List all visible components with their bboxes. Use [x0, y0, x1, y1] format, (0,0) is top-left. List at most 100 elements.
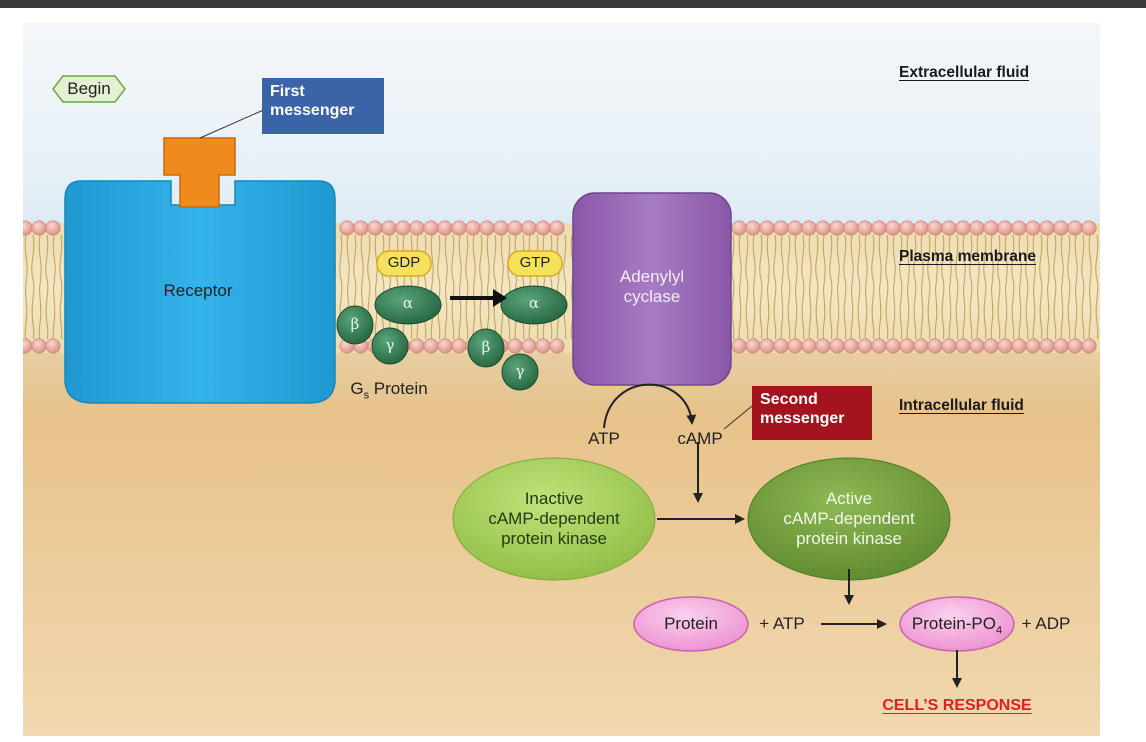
phospholipid-head — [465, 220, 481, 236]
phospholipid-head — [997, 220, 1013, 236]
cells-response-label: CELL’S RESPONSE — [882, 697, 1032, 714]
phospholipid-head — [773, 220, 789, 236]
phospholipid-head — [409, 338, 425, 354]
phospholipid-head — [45, 220, 61, 236]
phospholipid-head — [857, 220, 873, 236]
phospholipid-head — [1067, 220, 1083, 236]
phospholipid-head — [759, 220, 775, 236]
phospholipid-head — [353, 220, 369, 236]
alpha-subunit-active-label: α — [528, 294, 540, 312]
phospholipid-head — [479, 220, 495, 236]
phospholipid-head — [927, 220, 943, 236]
active-line1: Active — [825, 489, 873, 508]
adenylyl-line2: cyclase — [623, 287, 681, 306]
plus-adp-label: + ADP — [1021, 614, 1071, 633]
phospholipid-head — [367, 220, 383, 236]
g-protein-active — [467, 250, 568, 391]
phospholipid-head — [829, 338, 845, 354]
phospholipid-head — [1025, 220, 1041, 236]
phospholipid-head — [983, 338, 999, 354]
phospholipid-head — [1053, 338, 1069, 354]
phospholipid-head — [31, 338, 47, 354]
active-line2: cAMP-dependent — [783, 509, 915, 528]
g-protein-inactive — [336, 250, 442, 365]
begin-label[interactable]: Begin — [67, 79, 111, 98]
phospholipid-head — [423, 338, 439, 354]
gs-sub: s — [363, 389, 370, 402]
phospholipid-head — [1025, 338, 1041, 354]
protein — [633, 596, 749, 652]
phospholipid-head — [731, 338, 747, 354]
phospholipid-head — [871, 338, 887, 354]
phospholipid-head — [955, 338, 971, 354]
phospholipid-head — [969, 338, 985, 354]
inactive-kinase — [452, 457, 656, 581]
protein-label: Protein — [664, 614, 718, 633]
phospholipid-head — [549, 338, 565, 354]
phospholipid-head — [507, 338, 523, 354]
phospholipid-head — [899, 338, 915, 354]
phospholipid-head — [1011, 338, 1027, 354]
phospholipid-head — [521, 220, 537, 236]
phospholipid-head — [759, 338, 775, 354]
gamma-subunit-active-label: γ — [515, 362, 525, 380]
phospholipid-head — [913, 338, 929, 354]
phospholipid-head — [899, 220, 915, 236]
second-messenger-line1: Second — [760, 391, 818, 408]
adenylyl-cyclase-label: Adenylyl cyclase — [592, 267, 712, 307]
gs-protein-label: Gs Protein — [329, 379, 449, 405]
phospholipid-head — [521, 338, 537, 354]
inactive-line2: cAMP-dependent — [488, 509, 620, 528]
phospholipid-head — [1053, 220, 1069, 236]
phospholipid-head — [31, 220, 47, 236]
top-bar — [0, 0, 1146, 8]
phospholipid-head — [1067, 338, 1083, 354]
phospholipid-head — [1081, 338, 1097, 354]
plus-atp-label: + ATP — [759, 614, 805, 633]
phospholipid-head — [927, 338, 943, 354]
phospholipid-head — [745, 220, 761, 236]
camp-label: cAMP — [677, 429, 723, 448]
phospholipid-head — [941, 220, 957, 236]
phospholipid-head — [395, 220, 411, 236]
phospholipid-head — [409, 220, 425, 236]
receptor — [64, 180, 336, 404]
phospholipid-head — [1011, 220, 1027, 236]
beta-subunit-label: β — [350, 315, 360, 333]
phospholipid-head — [1039, 220, 1055, 236]
phospholipid-head — [437, 338, 453, 354]
phospholipid-head — [773, 338, 789, 354]
phospholipid-head — [423, 220, 439, 236]
active-line3: protein kinase — [796, 529, 902, 548]
phospholipid-head — [45, 338, 61, 354]
second-messenger-box: Second messenger — [752, 386, 872, 440]
adenylyl-line1: Adenylyl — [619, 267, 685, 286]
phospholipid-head — [885, 220, 901, 236]
activation-arrow — [450, 289, 507, 307]
phospholipid-head — [913, 220, 929, 236]
diagram-canvas — [23, 23, 1100, 736]
receptor-label: Receptor — [163, 281, 233, 300]
phospholipid-head — [787, 338, 803, 354]
phospholipid-head — [549, 220, 565, 236]
begin-badge[interactable] — [52, 75, 126, 103]
phospholipid-head — [493, 220, 509, 236]
phospholipid-head — [997, 338, 1013, 354]
atp-label: ATP — [588, 429, 620, 448]
inactive-line1: Inactive — [524, 489, 584, 508]
phospholipid-head — [955, 220, 971, 236]
phospholipid-head — [339, 220, 355, 236]
first-messenger-box: First messenger — [262, 78, 384, 134]
phospholipid-head — [381, 220, 397, 236]
signaling-diagram: Begin First messenger Extracellular flui… — [23, 23, 1100, 736]
phospholipid-head — [829, 220, 845, 236]
gs-prefix: G — [350, 379, 364, 398]
inactive-line3: protein kinase — [501, 529, 607, 548]
phospholipid-head — [507, 220, 523, 236]
atp-to-camp-arrow — [603, 383, 697, 429]
protein-po4-label: Protein-PO4 — [895, 614, 1019, 640]
first-messenger-line2: messenger — [270, 102, 355, 119]
alpha-subunit-label: α — [402, 294, 414, 312]
beta-subunit-active-label: β — [481, 338, 491, 356]
phospholipid-head — [871, 220, 887, 236]
